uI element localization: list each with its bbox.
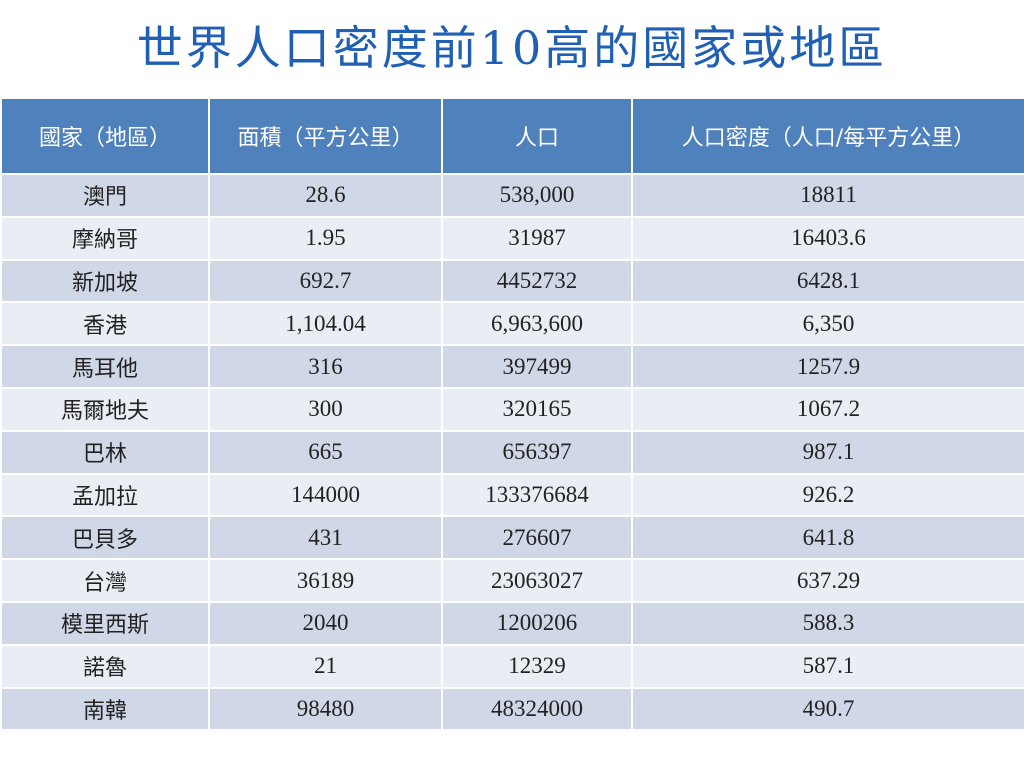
cell-density: 16403.6 (631, 215, 1024, 261)
cell-area: 665 (208, 429, 443, 475)
cell-population: 276607 (441, 515, 633, 561)
cell-country: 馬耳他 (0, 344, 210, 389)
cell-density: 490.7 (631, 686, 1024, 732)
table-row: 澳門 28.6 538,000 18811 (0, 173, 1024, 218)
cell-area: 36189 (208, 558, 443, 603)
cell-area: 300 (208, 386, 443, 432)
table-row: 馬耳他 316 397499 1257.9 (0, 344, 1024, 389)
header-country: 國家（地區） (0, 97, 210, 175)
cell-density: 1067.2 (631, 386, 1024, 432)
cell-population: 6,963,600 (441, 301, 633, 347)
cell-country: 台灣 (0, 558, 210, 603)
table-row: 諾魯 21 12329 587.1 (0, 643, 1024, 689)
table-row: 模里西斯 2040 1200206 588.3 (0, 600, 1024, 646)
table-row: 摩納哥 1.95 31987 16403.6 (0, 215, 1024, 261)
population-density-table: 國家（地區） 面積（平方公里） 人口 人口密度（人口/每平方公里） 澳門 28.6… (0, 97, 1024, 732)
table-row: 孟加拉 144000 133376684 926.2 (0, 472, 1024, 518)
table-row: 馬爾地夫 300 320165 1067.2 (0, 386, 1024, 432)
cell-country: 孟加拉 (0, 472, 210, 518)
page-title: 世界人口密度前10高的國家或地區 (136, 21, 888, 75)
cell-density: 588.3 (631, 600, 1024, 646)
table-row: 南韓 98480 48324000 490.7 (0, 686, 1024, 732)
cell-density: 18811 (631, 173, 1024, 218)
cell-population: 12329 (441, 643, 633, 689)
cell-area: 144000 (208, 472, 443, 518)
cell-density: 926.2 (631, 472, 1024, 518)
cell-area: 692.7 (208, 258, 443, 304)
cell-density: 987.1 (631, 429, 1024, 475)
cell-area: 316 (208, 344, 443, 389)
cell-population: 4452732 (441, 258, 633, 304)
table-row: 台灣 36189 23063027 637.29 (0, 558, 1024, 603)
cell-area: 2040 (208, 600, 443, 646)
cell-country: 諾魯 (0, 643, 210, 689)
table-body: 澳門 28.6 538,000 18811 摩納哥 1.95 31987 16403.6 新加坡… (0, 173, 1024, 732)
header-density: 人口密度（人口/每平方公里） (631, 97, 1024, 175)
cell-area: 1,104.04 (208, 301, 443, 347)
cell-country: 摩納哥 (0, 215, 210, 261)
cell-density: 641.8 (631, 515, 1024, 561)
cell-country: 巴林 (0, 429, 210, 475)
cell-country: 南韓 (0, 686, 210, 732)
cell-population: 1200206 (441, 600, 633, 646)
cell-population: 133376684 (441, 472, 633, 518)
table-row: 新加坡 692.7 4452732 6428.1 (0, 258, 1024, 304)
header-area: 面積（平方公里） (208, 97, 443, 175)
cell-area: 1.95 (208, 215, 443, 261)
cell-country: 巴貝多 (0, 515, 210, 561)
cell-country: 香港 (0, 301, 210, 347)
table-row: 香港 1,104.04 6,963,600 6,350 (0, 301, 1024, 347)
cell-density: 1257.9 (631, 344, 1024, 389)
cell-density: 587.1 (631, 643, 1024, 689)
cell-area: 28.6 (208, 173, 443, 218)
cell-population: 23063027 (441, 558, 633, 603)
table-row: 巴貝多 431 276607 641.8 (0, 515, 1024, 561)
cell-density: 6428.1 (631, 258, 1024, 304)
cell-density: 6,350 (631, 301, 1024, 347)
cell-population: 397499 (441, 344, 633, 389)
cell-area: 431 (208, 515, 443, 561)
table-header: 國家（地區） 面積（平方公里） 人口 人口密度（人口/每平方公里） (0, 97, 1024, 175)
cell-population: 48324000 (441, 686, 633, 732)
table-row: 巴林 665 656397 987.1 (0, 429, 1024, 475)
cell-area: 98480 (208, 686, 443, 732)
cell-country: 模里西斯 (0, 600, 210, 646)
cell-population: 31987 (441, 215, 633, 261)
cell-population: 538,000 (441, 173, 633, 218)
cell-population: 320165 (441, 386, 633, 432)
cell-density: 637.29 (631, 558, 1024, 603)
cell-population: 656397 (441, 429, 633, 475)
cell-country: 澳門 (0, 173, 210, 218)
cell-country: 新加坡 (0, 258, 210, 304)
header-population: 人口 (441, 97, 633, 175)
cell-area: 21 (208, 643, 443, 689)
cell-country: 馬爾地夫 (0, 386, 210, 432)
header-row: 國家（地區） 面積（平方公里） 人口 人口密度（人口/每平方公里） (0, 97, 1024, 175)
